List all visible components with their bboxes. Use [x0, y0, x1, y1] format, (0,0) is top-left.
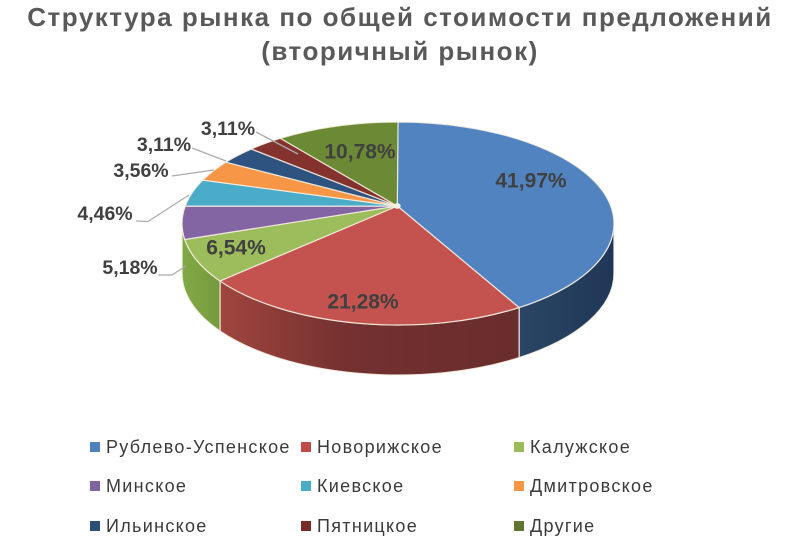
svg-text:41,97%: 41,97% [495, 169, 567, 192]
svg-text:3,11%: 3,11% [137, 134, 191, 156]
svg-text:21,28%: 21,28% [327, 290, 399, 313]
svg-text:3,11%: 3,11% [201, 118, 255, 140]
svg-text:4,46%: 4,46% [77, 203, 132, 225]
svg-text:3,56%: 3,56% [113, 160, 168, 182]
svg-text:5,18%: 5,18% [102, 257, 157, 279]
svg-text:6,54%: 6,54% [206, 236, 266, 259]
svg-text:10,78%: 10,78% [324, 140, 396, 163]
